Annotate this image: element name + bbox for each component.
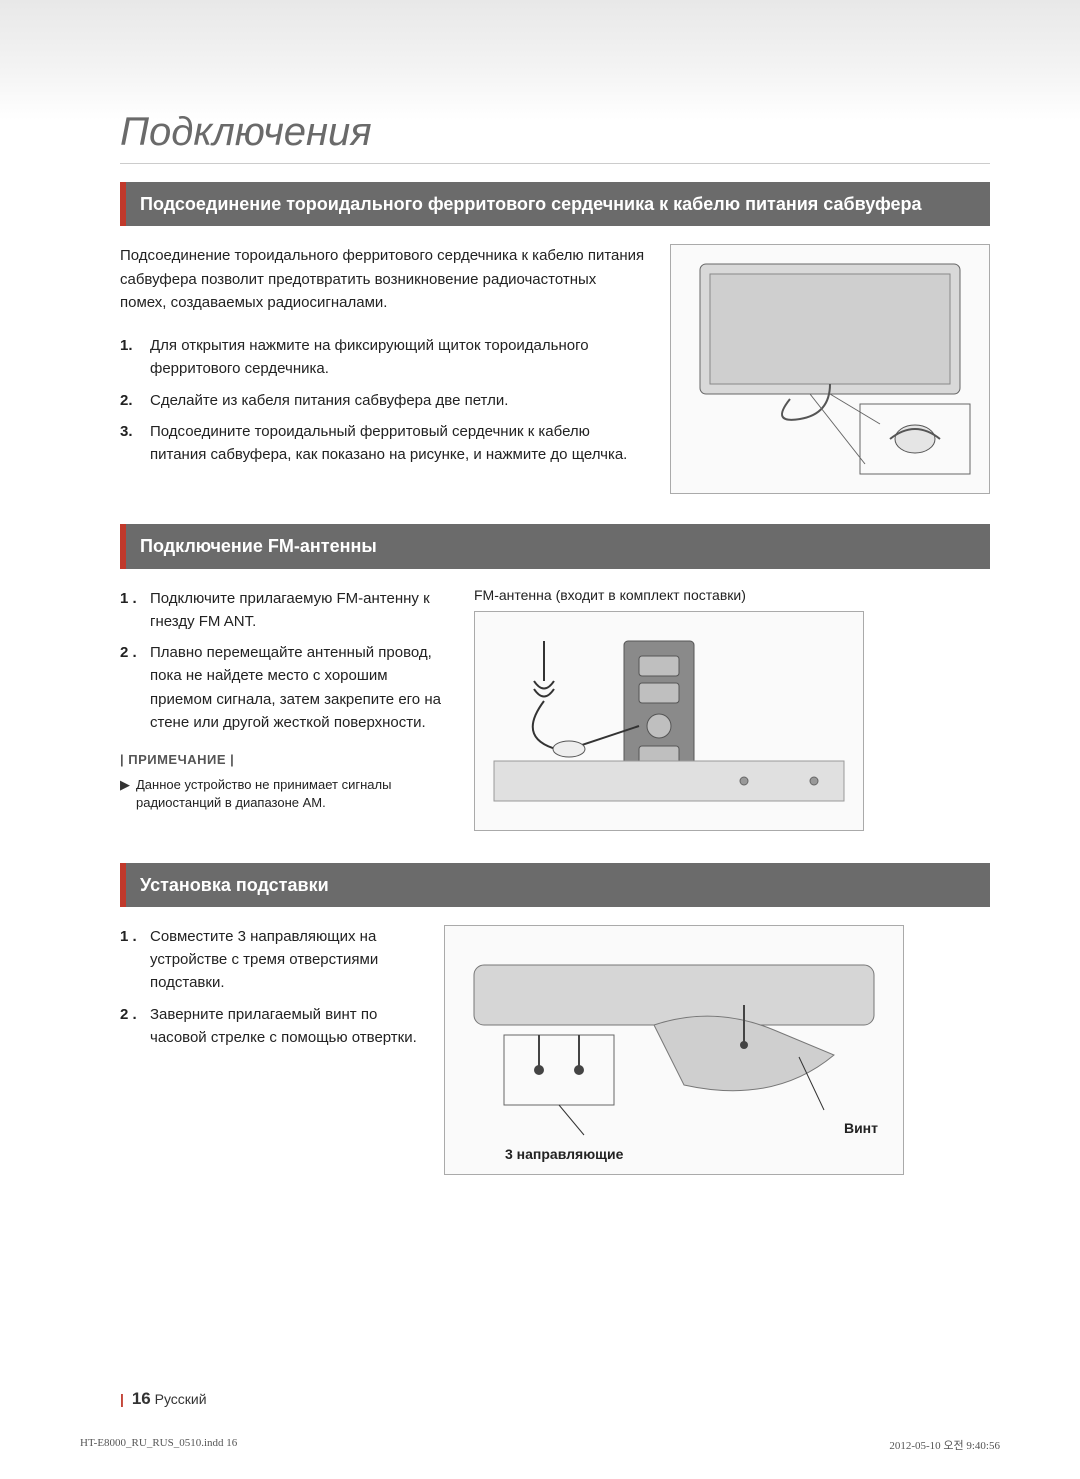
step-number: 1 .	[120, 587, 142, 634]
step-text: Совместите 3 направляющих на устройстве …	[150, 925, 420, 995]
section1-intro: Подсоединение тороидального ферритового …	[120, 244, 646, 314]
step-text: Подключите прилагаемую FM-антенну к гнез…	[150, 587, 450, 634]
section1-text: Подсоединение тороидального ферритового …	[120, 244, 646, 474]
step-number: 1.	[120, 334, 142, 381]
section3-text: 1 . Совместите 3 направляющих на устройст…	[120, 925, 420, 1057]
section2-figure-caption: FM-антенна (входит в комплект поставки)	[474, 587, 990, 603]
list-item: 1.Для открытия нажмите на фиксирующий щи…	[120, 334, 646, 381]
step-text: Для открытия нажмите на фиксирующий щито…	[150, 334, 646, 381]
list-item: 2 . Заверните прилагаемый винт по часовой…	[120, 1003, 420, 1050]
footer-accent-bar: |	[120, 1391, 124, 1407]
ferrite-core-illustration-icon	[680, 254, 980, 484]
step-number: 3.	[120, 420, 142, 467]
step-number: 1 .	[120, 925, 142, 995]
note-body: ▶ Данное устройство не принимает сигналы…	[120, 776, 450, 812]
manual-page: Подключения Подсоединение тороидального …	[0, 0, 1080, 1479]
step-text: Сделайте из кабеля питания сабвуфера две…	[150, 389, 508, 412]
step-text: Подсоедините тороидальный ферритовый сер…	[150, 420, 646, 467]
fm-antenna-illustration-icon	[484, 621, 854, 821]
list-item: 2 . Плавно перемещайте антенный провод, п…	[120, 641, 450, 734]
page-number: 16	[132, 1389, 151, 1408]
section2-figure-wrap: FM-антенна (входит в комплект поставки)	[474, 587, 990, 831]
stand-installation-illustration-icon	[454, 935, 894, 1165]
section3-body: 1 . Совместите 3 направляющих на устройст…	[120, 925, 990, 1175]
section3-steps: 1 . Совместите 3 направляющих на устройст…	[120, 925, 420, 1049]
footer-language: Русский	[155, 1391, 207, 1407]
step-number: 2.	[120, 389, 142, 412]
section1-body: Подсоединение тороидального ферритового …	[120, 244, 990, 494]
chapter-title: Подключения	[120, 110, 990, 164]
step-text: Плавно перемещайте антенный провод, пока…	[150, 641, 450, 734]
section1-figure	[670, 244, 990, 494]
list-item: 1 . Совместите 3 направляющих на устройст…	[120, 925, 420, 995]
label-screw: Винт	[844, 1120, 878, 1136]
list-item: 2. Сделайте из кабеля питания сабвуфера д…	[120, 389, 646, 412]
triangle-icon: ▶	[120, 776, 130, 812]
section2-text: 1 . Подключите прилагаемую FM-антенну к г…	[120, 587, 450, 833]
print-timestamp: 2012-05-10 오전 9:40:56	[889, 1437, 1000, 1453]
section1-heading: Подсоединение тороидального ферритового …	[120, 182, 990, 226]
note-label: | ПРИМЕЧАНИЕ |	[120, 750, 450, 770]
section3-figure-wrap: Винт 3 направляющие	[444, 925, 904, 1175]
print-file: HT-E8000_RU_RUS_0510.indd 16	[80, 1437, 237, 1453]
section2-body: 1 . Подключите прилагаемую FM-антенну к г…	[120, 587, 990, 833]
section2-heading: Подключение FM-антенны	[120, 524, 990, 568]
section3-figure: Винт 3 направляющие	[444, 925, 904, 1175]
section1-steps: 1.Для открытия нажмите на фиксирующий щи…	[120, 334, 646, 466]
print-metadata: HT-E8000_RU_RUS_0510.indd 16 2012-05-10 …	[80, 1437, 1000, 1453]
step-text: Заверните прилагаемый винт по часовой ст…	[150, 1003, 420, 1050]
list-item: 3.Подсоедините тороидальный ферритовый с…	[120, 420, 646, 467]
section3-heading: Установка подставки	[120, 863, 990, 907]
step-number: 2 .	[120, 641, 142, 734]
step-number: 2 .	[120, 1003, 142, 1050]
page-footer: | 16 Русский	[120, 1389, 207, 1409]
section2-steps: 1 . Подключите прилагаемую FM-антенну к г…	[120, 587, 450, 735]
page-content: Подключения Подсоединение тороидального …	[0, 110, 1080, 1175]
label-guides: 3 направляющие	[505, 1146, 623, 1162]
list-item: 1 . Подключите прилагаемую FM-антенну к г…	[120, 587, 450, 634]
section2-figure	[474, 611, 864, 831]
note-text: Данное устройство не принимает сигналы р…	[136, 776, 450, 812]
header-gradient	[0, 0, 1080, 120]
